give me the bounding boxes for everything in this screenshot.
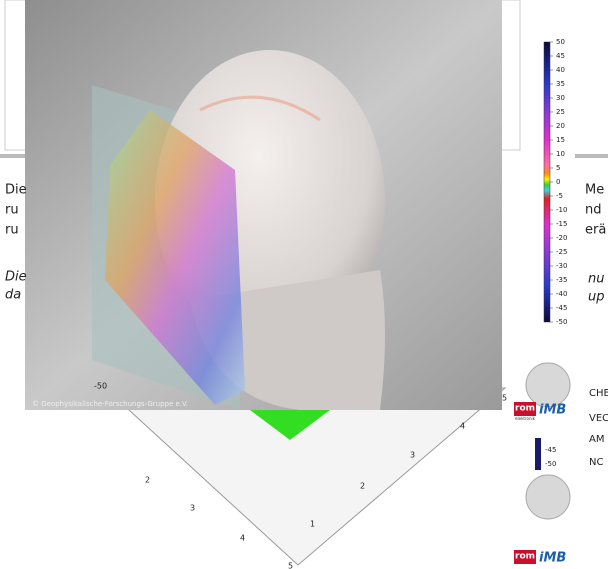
axis-label: -50 [94,382,107,391]
axis-label: 5 [288,562,293,569]
axis-label: 2 [145,476,150,485]
mini-colorbar [535,438,541,470]
italic-text: nu [588,272,604,287]
colorbar-label: 5 [556,164,560,172]
logo-name: iMB [539,403,566,418]
colorbar-label: 50 [556,38,565,46]
logo-sub: elektronik [515,416,536,421]
floor-patch [250,410,330,440]
colorbar-label: 40 [556,66,565,74]
colorbar-label: 20 [556,122,565,130]
body-text: nd [585,203,602,218]
colorbar-label: -5 [556,192,563,200]
colorbar-label: -35 [556,276,567,284]
logo-box [514,550,536,564]
colorbar-label: 15 [556,136,565,144]
axis-label: 5 [502,394,507,403]
divider [0,154,30,158]
axis-label: 1 [310,520,315,529]
colorbar [543,41,551,323]
sidebar-text: AM [589,434,604,445]
colorbar-label: -45 [556,304,567,312]
divider [575,154,608,158]
mini-colorbar-label: -50 [545,460,556,468]
italic-text: up [588,290,605,305]
body-text: erä [585,223,606,238]
axis-label: 2 [360,482,365,491]
italic-text: da [5,288,21,303]
globes [525,362,571,520]
body-text: Me [585,183,604,198]
colorbar-label: -30 [556,262,567,270]
image-credit: © Geophysikalische-Forschungs-Gruppe e.V… [32,400,188,408]
logo-box [514,402,536,416]
colorbar-label: 45 [556,52,565,60]
colorbar-label: -15 [556,220,567,228]
axis-label: 4 [460,422,465,431]
sidebar-text: VEC [589,413,608,424]
colorbar-label: -25 [556,248,567,256]
colorbar-label: -50 [556,318,567,326]
colorbar-label: -10 [556,206,567,214]
sidebar-text: CHE [589,388,608,399]
colorbar-label: 0 [556,178,560,186]
logo-brand: rom [515,552,535,562]
axis-label: 3 [410,451,415,460]
axis-label: 3 [190,504,195,513]
body-text: ru [5,223,19,238]
colorbar-label: 35 [556,80,565,88]
sidebar-text: NC [589,457,603,468]
body-text: Die [5,183,27,198]
colorbar-label: -20 [556,234,567,242]
mini-colorbar-label: -45 [545,446,556,454]
colorbar-label: 10 [556,150,565,158]
colorbar-label: 25 [556,108,565,116]
body-text: ru [5,203,19,218]
logo-brand: rom [515,404,535,414]
logo-name: iMB [539,551,566,566]
italic-text: Die [5,270,27,285]
head-image [25,0,502,410]
colorbar-label: 30 [556,94,565,102]
axis-label: 4 [240,534,245,543]
colorbar-label: -40 [556,290,567,298]
